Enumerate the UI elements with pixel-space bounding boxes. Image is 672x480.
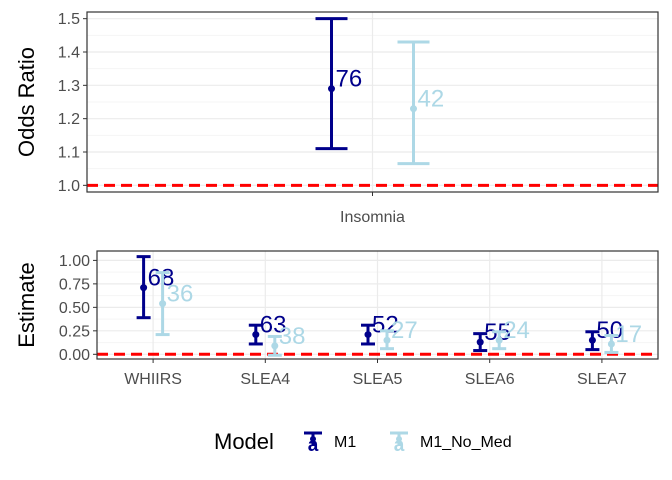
data-label: 24	[503, 317, 530, 344]
point-estimate-m1_no_med	[159, 300, 167, 308]
data-label: 42	[418, 86, 445, 113]
panel-border	[96, 250, 659, 360]
y-tick-label: 0.25	[59, 323, 90, 340]
y-tick-label: 1.4	[58, 45, 80, 62]
x-tick-label: SLEA5	[353, 371, 403, 388]
point-estimate-m1_no_med	[607, 340, 615, 348]
y-tick-label: 0.75	[59, 276, 90, 293]
point-estimate-m1	[588, 336, 596, 344]
y-axis-title: Odds Ratio	[14, 47, 39, 157]
y-tick-label: 0.00	[59, 347, 90, 364]
y-tick-label: 1.3	[58, 78, 80, 95]
point-estimate-m1	[140, 284, 148, 292]
data-label: 63	[260, 312, 287, 339]
x-tick-label: WHIIRS	[124, 371, 182, 388]
legend-key-glyph: a	[308, 435, 319, 456]
data-label: 27	[391, 317, 418, 344]
y-axis-title: Estimate	[14, 262, 39, 348]
point-estimate-m1	[252, 331, 260, 339]
data-label: 36	[167, 281, 194, 308]
estimate-panel: 0.00 0.25 0.50 0.75 1.00 WHIIRS SLEA4 SLEA5 SLEA…	[14, 250, 659, 388]
data-label: 50	[596, 317, 623, 344]
data-label: 76	[336, 66, 363, 93]
point-estimate-m1	[476, 338, 484, 346]
x-tick-label: SLEA7	[577, 371, 627, 388]
y-tick-label: 0.50	[59, 300, 90, 317]
point-estimate-m1	[364, 331, 372, 339]
legend-key-point	[396, 436, 402, 442]
legend-key-point	[310, 436, 316, 442]
point-estimate-m1_no_med	[383, 336, 391, 344]
x-tick-label: SLEA6	[465, 371, 515, 388]
data-label: 38	[279, 323, 306, 350]
y-tick-label: 1.2	[58, 111, 80, 128]
point-estimate-m1_no_med	[271, 342, 279, 350]
y-tick-label: 1.0	[58, 178, 80, 195]
x-tick-label: Insomnia	[340, 209, 405, 226]
point-estimate-m1_no_med	[410, 105, 417, 113]
odds-ratio-panel: 1.0 1.1 1.2 1.3 1.4 1.5 Insomnia 76 42 Odds Ratio	[14, 11, 659, 226]
point-estimate-m1	[328, 85, 335, 93]
legend-key-glyph: a	[394, 435, 405, 456]
y-tick-label: 1.5	[58, 11, 80, 28]
point-estimate-m1_no_med	[495, 336, 503, 344]
legend-label-m1_no_med: M1_No_Med	[420, 434, 512, 451]
data-label: 68	[148, 265, 175, 292]
legend-label-m1: M1	[334, 434, 356, 451]
legend-title: Model	[214, 429, 274, 454]
x-tick-label: SLEA4	[240, 371, 290, 388]
panel-border	[86, 11, 659, 193]
y-tick-label: 1.1	[58, 145, 80, 162]
y-tick-label: 1.00	[59, 253, 90, 270]
data-label: 17	[615, 321, 642, 348]
data-label: 52	[372, 312, 399, 339]
legend: Model a M1 a M1_No_Med	[214, 429, 512, 456]
